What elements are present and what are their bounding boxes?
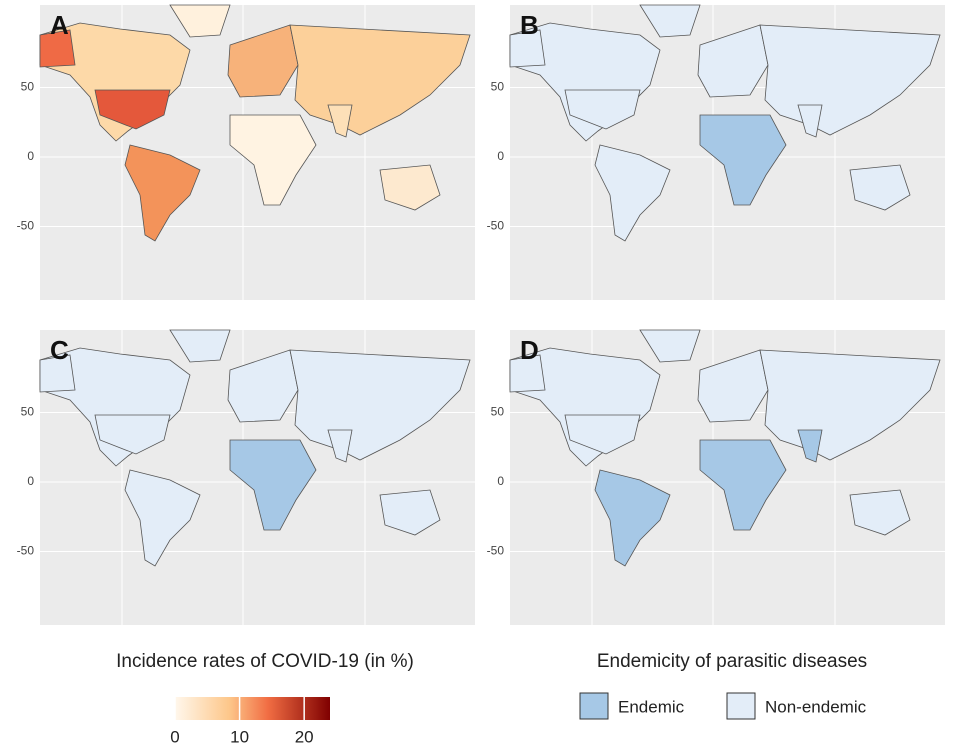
figure: Incidence rates of COVID-19 (in %) Endem… bbox=[0, 0, 973, 749]
panel-letter: A bbox=[50, 10, 69, 40]
panel-letter: B bbox=[520, 10, 539, 40]
map-panel: 50 0 -50 D bbox=[487, 330, 945, 625]
colorbar-tick-label: 0 bbox=[170, 727, 179, 746]
legend-swatch bbox=[580, 693, 608, 719]
y-tick-label: -50 bbox=[17, 544, 35, 558]
map-panel: 50 0 -50 A bbox=[17, 5, 475, 300]
legend-label: Non-endemic bbox=[765, 697, 867, 716]
colorbar-tick-label: 10 bbox=[230, 727, 249, 746]
map-panel: 50 0 -50 B bbox=[487, 5, 945, 300]
map-panel: 50 0 -50 C bbox=[17, 330, 475, 625]
y-tick-label: 50 bbox=[21, 405, 35, 419]
y-tick-label: 50 bbox=[21, 80, 35, 94]
y-tick-label: -50 bbox=[487, 219, 505, 233]
panel-letter: C bbox=[50, 335, 69, 365]
colorbar bbox=[175, 697, 330, 720]
panel-letter: D bbox=[520, 335, 539, 365]
colorbar-title: Incidence rates of COVID-19 (in %) bbox=[116, 651, 414, 672]
legend-title: Endemicity of parasitic diseases bbox=[597, 651, 867, 672]
legend-swatch bbox=[727, 693, 755, 719]
y-tick-label: -50 bbox=[17, 219, 35, 233]
y-tick-label: 0 bbox=[497, 474, 504, 488]
colorbar-tick-label: 20 bbox=[295, 727, 314, 746]
y-tick-label: 0 bbox=[497, 149, 504, 163]
y-tick-label: 50 bbox=[491, 405, 505, 419]
legend-label: Endemic bbox=[618, 697, 685, 716]
y-tick-label: 0 bbox=[27, 474, 34, 488]
y-tick-label: 0 bbox=[27, 149, 34, 163]
y-tick-label: 50 bbox=[491, 80, 505, 94]
y-tick-label: -50 bbox=[487, 544, 505, 558]
